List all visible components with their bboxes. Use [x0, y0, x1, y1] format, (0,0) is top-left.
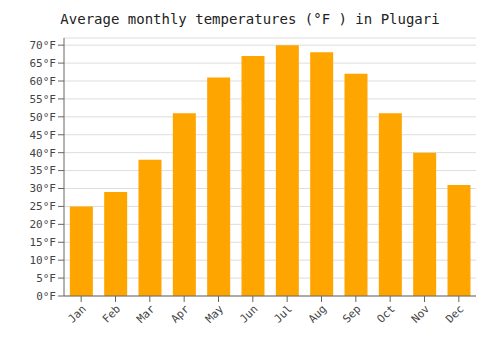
svg-text:60°F: 60°F: [30, 75, 57, 88]
svg-text:65°F: 65°F: [30, 57, 57, 70]
svg-text:Jul: Jul: [272, 302, 295, 325]
svg-text:50°F: 50°F: [30, 111, 57, 124]
svg-text:Aug: Aug: [306, 302, 329, 325]
svg-text:30°F: 30°F: [30, 182, 57, 195]
svg-text:55°F: 55°F: [30, 93, 57, 106]
svg-text:Feb: Feb: [100, 302, 123, 325]
svg-text:25°F: 25°F: [30, 200, 57, 213]
svg-text:Mar: Mar: [134, 302, 158, 326]
svg-text:Nov: Nov: [409, 302, 433, 326]
svg-text:Sep: Sep: [340, 302, 363, 325]
svg-text:10°F: 10°F: [30, 254, 57, 267]
svg-text:Jan: Jan: [66, 302, 89, 325]
svg-text:70°F: 70°F: [30, 39, 57, 52]
svg-text:15°F: 15°F: [30, 236, 57, 249]
svg-text:0°F: 0°F: [36, 290, 56, 303]
svg-text:Apr: Apr: [169, 302, 193, 326]
svg-text:May: May: [203, 302, 227, 326]
svg-text:45°F: 45°F: [30, 129, 57, 142]
svg-text:Oct: Oct: [375, 302, 398, 325]
svg-text:Jun: Jun: [237, 302, 260, 325]
svg-text:35°F: 35°F: [30, 164, 57, 177]
html-text:Average monthly temperatures (: Average monthly temperatures (°F ) in Pl…: [60, 11, 440, 27]
svg-text:20°F: 20°F: [30, 218, 57, 231]
svg-text:5°F: 5°F: [36, 272, 56, 285]
svg-text:Dec: Dec: [443, 302, 466, 325]
svg-text:40°F: 40°F: [30, 147, 57, 160]
